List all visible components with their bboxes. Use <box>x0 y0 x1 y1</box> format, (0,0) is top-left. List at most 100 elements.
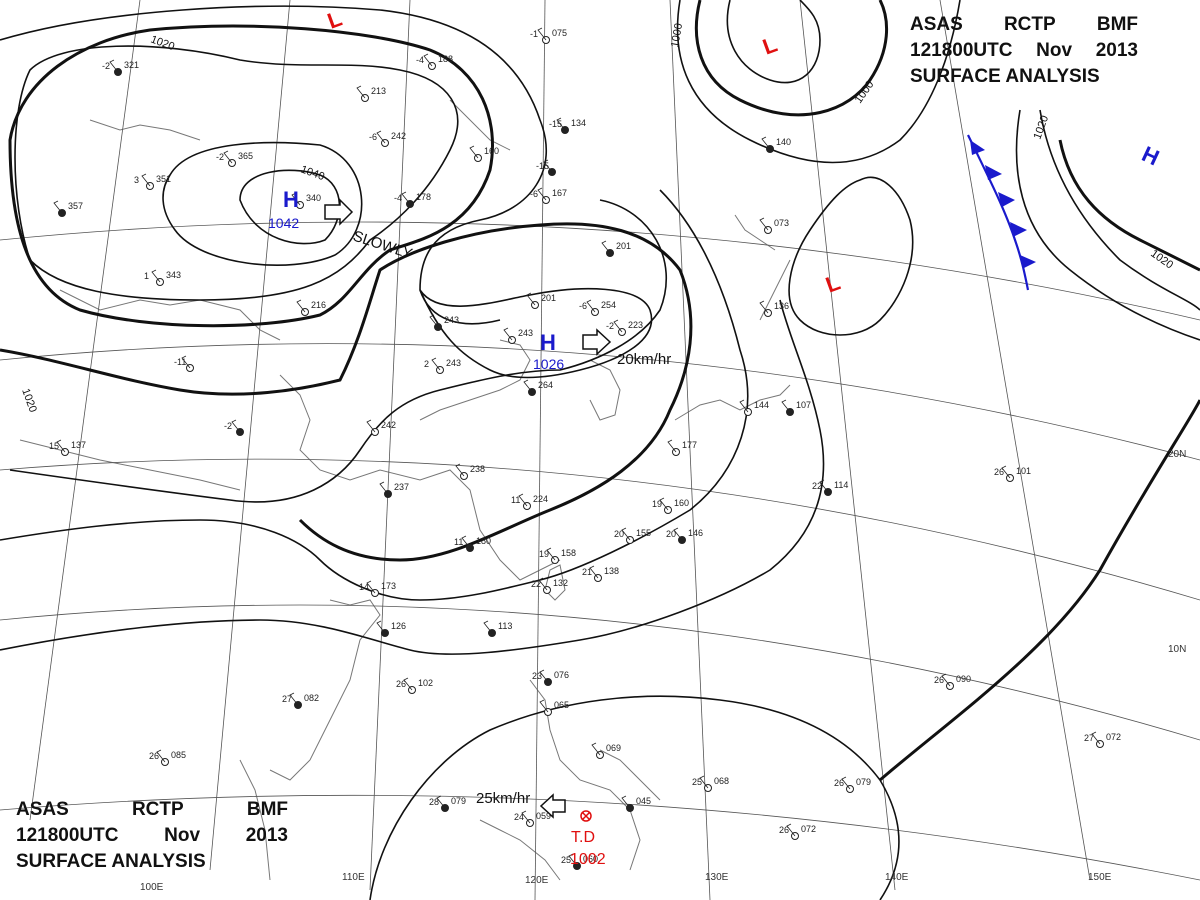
station-plot: 065 <box>539 699 569 716</box>
isobar-label: 1020 <box>19 387 39 414</box>
low-symbol: L <box>822 270 843 298</box>
station-pressure: 264 <box>538 380 553 390</box>
station-pressure: 136 <box>774 301 789 311</box>
station-temperature: 28 <box>429 797 439 807</box>
station-pressure: 321 <box>124 60 139 70</box>
station-pressure: 082 <box>304 693 319 703</box>
station-temperature: 26 <box>149 751 159 761</box>
station-pressure: 173 <box>381 581 396 591</box>
wind-barb <box>518 493 528 507</box>
station-pressure: 351 <box>156 174 171 184</box>
station-pressure: 160 <box>484 146 499 156</box>
station-plot: 213 <box>356 85 386 102</box>
station-temperature: 22 <box>531 579 541 589</box>
station-plot: -6 167 <box>530 187 567 204</box>
wind-barb <box>543 159 553 173</box>
station-pressure: 243 <box>446 358 461 368</box>
station-pressure: 072 <box>1106 732 1121 742</box>
station-plot: -1 075 <box>530 27 567 44</box>
wind-barb <box>483 620 493 634</box>
isobar-label: 1020 <box>149 34 176 54</box>
station-pressure: 155 <box>636 528 651 538</box>
wind-barb <box>591 742 601 756</box>
longitude-label: 120E <box>525 875 549 886</box>
wind-barb <box>556 117 566 131</box>
station-temperature: 14 <box>359 582 369 592</box>
movement-speed: 20km/hr <box>617 351 671 368</box>
station-plot: 26 085 <box>149 749 186 766</box>
wind-barb <box>379 481 389 495</box>
wind-barb <box>366 580 376 594</box>
wind-barb <box>523 379 533 393</box>
movement-indicators: SLOWLY 20km/hr 25km/hr <box>324 198 671 819</box>
latitude-label: 10N <box>1168 644 1186 655</box>
wind-barb <box>469 145 479 159</box>
station-pressure: 177 <box>682 440 697 450</box>
station-temperature: 26 <box>934 675 944 685</box>
station-pressure: 126 <box>391 621 406 631</box>
station-plot: 243 <box>503 327 533 344</box>
station-plot: 22 132 <box>531 577 568 594</box>
wind-barb <box>423 53 433 67</box>
station-temperature: -2 <box>606 321 614 331</box>
station-plot: 15 137 <box>49 439 86 456</box>
high-symbol: H <box>540 330 556 355</box>
tropical-depression-label: T.D <box>571 829 595 846</box>
station-pressure: 254 <box>601 300 616 310</box>
station-temperature: 20 <box>666 529 676 539</box>
wind-barb <box>941 673 951 687</box>
station-plot: 20 146 <box>666 527 703 544</box>
station-pressure: 076 <box>554 670 569 680</box>
station-plot: 107 <box>781 399 811 416</box>
station-pressure: 180 <box>476 536 491 546</box>
station-plot: 126 <box>376 620 406 637</box>
station-plot: 26 090 <box>934 673 971 690</box>
cold-front-barbs <box>967 134 1036 291</box>
station-temperature: 19 <box>539 549 549 559</box>
station-temperature: 27 <box>1084 733 1094 743</box>
wind-barb <box>586 299 596 313</box>
station-temperature: 1 <box>144 271 149 281</box>
station-pressure: 201 <box>616 241 631 251</box>
station-pressure: 114 <box>834 480 848 490</box>
station-plot: 3 351 <box>134 173 171 190</box>
station-pressure: 090 <box>956 674 971 684</box>
station-plot: 243 <box>429 314 459 331</box>
wind-barb <box>296 299 306 313</box>
valid-year: 2013 <box>1095 40 1138 61</box>
wind-barb <box>613 319 623 333</box>
wind-barb <box>231 419 241 433</box>
longitude-label: 130E <box>705 872 729 883</box>
station-temperature: 15 <box>49 441 59 451</box>
header-line-title: SURFACE ANALYSIS <box>16 849 288 875</box>
chart-header-bottom: ASAS RCTP BMF 121800UTC Nov 2013 SURFACE… <box>16 797 288 875</box>
station-temperature: 27 <box>282 694 292 704</box>
station-pressure: 365 <box>238 151 253 161</box>
station-plot: -2 321 <box>102 59 139 76</box>
station-plot: 201 <box>601 240 631 257</box>
station-pressure: 059 <box>536 811 551 821</box>
isobar-label: 1020 <box>1032 114 1052 141</box>
station-pressure: 140 <box>776 137 791 147</box>
wind-barb <box>739 399 749 413</box>
station-pressure: 079 <box>856 777 871 787</box>
station-plot: 11 180 <box>454 535 491 552</box>
station-plot: -4 188 <box>416 53 453 70</box>
station-temperature: 2 <box>424 359 429 369</box>
high-pressure-value: 1042 <box>268 215 299 231</box>
station-plot: -2 <box>224 419 244 436</box>
wind-barb <box>568 853 578 867</box>
wind-barb <box>621 795 631 809</box>
movement-speed: 25km/hr <box>476 790 530 807</box>
low-symbol: L <box>759 32 780 60</box>
header-line-title: SURFACE ANALYSIS <box>910 64 1138 90</box>
station-temperature: 22 <box>812 481 822 491</box>
graticule-labels: 100E 110E 120E 130E 140E 150E 20N 10N <box>140 449 1186 893</box>
station-plot: -6 242 <box>369 130 406 147</box>
station-pressure: 243 <box>518 328 533 338</box>
station-temperature: 24 <box>514 812 524 822</box>
station-plot: -11 <box>174 355 194 372</box>
valid-time: 121800UTC <box>16 825 119 846</box>
